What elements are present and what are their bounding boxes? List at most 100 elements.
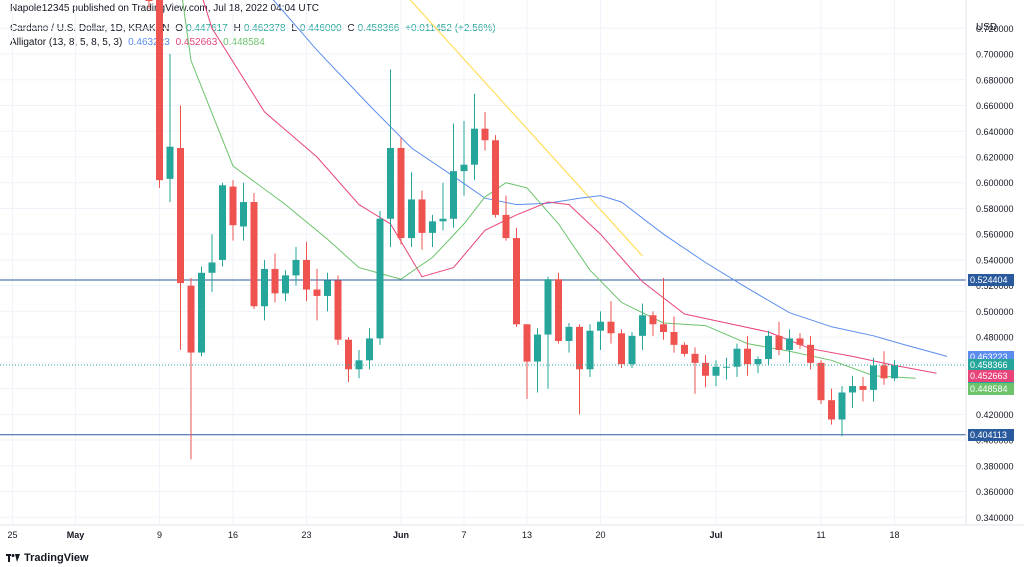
- candle[interactable]: [513, 227, 520, 327]
- candle[interactable]: [429, 214, 436, 248]
- candle[interactable]: [219, 182, 226, 267]
- candle-body: [261, 268, 268, 307]
- candle[interactable]: [271, 253, 279, 303]
- candle[interactable]: [282, 270, 289, 302]
- candle[interactable]: [534, 328, 541, 393]
- candle[interactable]: [544, 276, 552, 389]
- candle[interactable]: [334, 275, 342, 345]
- candle-body: [313, 289, 321, 296]
- candle[interactable]: [880, 351, 888, 385]
- candle[interactable]: [870, 357, 877, 402]
- candle[interactable]: [450, 123, 457, 228]
- candle-body: [387, 147, 394, 219]
- candle[interactable]: [555, 272, 562, 344]
- candle[interactable]: [208, 234, 216, 293]
- candle[interactable]: [817, 360, 825, 405]
- candle[interactable]: [859, 377, 867, 402]
- candle[interactable]: [198, 266, 205, 357]
- candle-body: [460, 164, 468, 172]
- candle-body: [471, 128, 478, 165]
- candle[interactable]: [649, 311, 657, 336]
- candle[interactable]: [733, 343, 741, 378]
- candle[interactable]: [177, 105, 184, 350]
- candle[interactable]: [439, 182, 447, 231]
- candle[interactable]: [397, 137, 405, 245]
- candle[interactable]: [229, 180, 237, 241]
- candle[interactable]: [313, 268, 321, 321]
- candle[interactable]: [702, 355, 709, 388]
- candle[interactable]: [838, 386, 846, 437]
- candle[interactable]: [145, 0, 153, 10]
- lips-value: 0.448584: [223, 37, 265, 48]
- y-axis[interactable]: 0.720000 0.700000 0.680000 0.660000 0.640000…: [976, 24, 1014, 523]
- candle[interactable]: [492, 135, 499, 218]
- trendline: [401, 0, 643, 257]
- candle[interactable]: [681, 342, 688, 357]
- x-axis[interactable]: 25 May 9 16 23 Jun 7 13 20 Jul 11 18: [7, 530, 899, 540]
- candle[interactable]: [261, 259, 268, 321]
- candle[interactable]: [156, 0, 163, 188]
- candle[interactable]: [796, 333, 804, 349]
- candle[interactable]: [765, 330, 772, 366]
- candle[interactable]: [471, 93, 478, 181]
- candle[interactable]: [712, 360, 720, 387]
- candle[interactable]: [754, 356, 762, 374]
- candle[interactable]: [660, 277, 667, 340]
- candle[interactable]: [639, 303, 646, 350]
- candle[interactable]: [744, 335, 751, 376]
- candle[interactable]: [240, 182, 247, 241]
- y-tick-label: 0.420000: [976, 410, 1014, 420]
- candle[interactable]: [250, 193, 258, 309]
- candle[interactable]: [460, 120, 468, 196]
- candle[interactable]: [607, 301, 615, 344]
- candle[interactable]: [691, 347, 699, 394]
- candle[interactable]: [891, 360, 898, 381]
- candle[interactable]: [586, 324, 594, 378]
- candle[interactable]: [565, 322, 573, 353]
- candle-body: [849, 386, 856, 393]
- candle[interactable]: [166, 54, 174, 203]
- candle[interactable]: [418, 190, 426, 250]
- footer-brand[interactable]: TradingView: [6, 552, 89, 564]
- x-tick-label: 11: [816, 530, 825, 540]
- candle-body: [702, 362, 709, 376]
- currency-label: USD: [976, 22, 997, 33]
- candle[interactable]: [628, 331, 636, 369]
- candle[interactable]: [775, 321, 783, 356]
- candle[interactable]: [723, 357, 730, 380]
- candle[interactable]: [849, 375, 856, 408]
- candle[interactable]: [303, 241, 310, 302]
- candle[interactable]: [408, 172, 415, 248]
- candle[interactable]: [828, 388, 835, 425]
- candle[interactable]: [618, 329, 625, 369]
- candle[interactable]: [523, 324, 531, 399]
- candle-body: [450, 171, 457, 219]
- candle[interactable]: [187, 277, 195, 460]
- y-tick-label: 0.580000: [976, 204, 1014, 214]
- candle[interactable]: [786, 329, 793, 363]
- candle[interactable]: [670, 316, 678, 353]
- trendline-segment[interactable]: [401, 0, 643, 257]
- candle[interactable]: [376, 211, 384, 345]
- candle[interactable]: [597, 311, 604, 350]
- candle[interactable]: [807, 335, 814, 370]
- y-tick-label: 0.660000: [976, 101, 1014, 111]
- candle[interactable]: [292, 247, 300, 286]
- candle[interactable]: [355, 350, 363, 379]
- candle[interactable]: [366, 328, 373, 370]
- candle[interactable]: [502, 195, 510, 241]
- candle[interactable]: [387, 69, 394, 248]
- candle-body: [324, 280, 331, 296]
- candle-body: [198, 272, 205, 353]
- candle-body: [586, 330, 594, 370]
- candle-body: [271, 268, 279, 294]
- candle-body: [828, 400, 835, 420]
- y-tick-label: 0.640000: [976, 127, 1014, 137]
- candle[interactable]: [576, 324, 583, 415]
- candle[interactable]: [481, 111, 489, 151]
- candle[interactable]: [324, 272, 331, 312]
- candle-body: [534, 334, 541, 362]
- candle[interactable]: [345, 337, 352, 383]
- indicator-name[interactable]: Alligator (13, 8, 5, 8, 5, 3): [10, 37, 123, 48]
